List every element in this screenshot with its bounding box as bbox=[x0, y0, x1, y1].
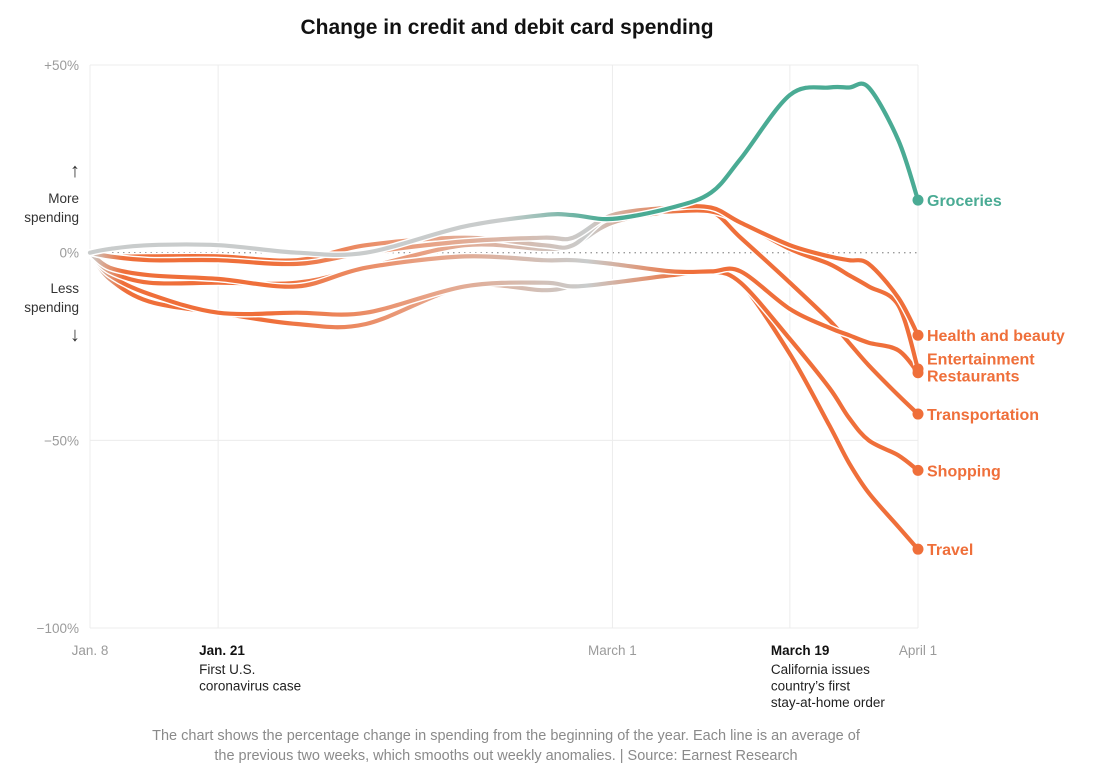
axis-layer: +50% 0% −50% −100% Jan. 8 Jan. 21 March 1 March… bbox=[37, 58, 938, 710]
series-end-label: Transportation bbox=[927, 407, 1039, 424]
series-line-restaurants bbox=[87, 250, 921, 375]
series-end-dot-travel bbox=[912, 543, 924, 555]
series-end-dot-shopping bbox=[912, 464, 924, 476]
series-end-dot-transportation bbox=[912, 408, 924, 420]
series-end-label: Shopping bbox=[927, 463, 1001, 480]
grid-layer bbox=[89, 64, 919, 629]
event-annotation: First U.S. bbox=[199, 662, 255, 677]
y-tick-label: 0% bbox=[59, 246, 79, 261]
event-annotation: country’s first bbox=[771, 679, 851, 694]
chart-title: Change in credit and debit card spending bbox=[300, 16, 714, 39]
chart-note-line-1: The chart shows the percentage change in… bbox=[152, 728, 860, 744]
series-casing-travel bbox=[86, 249, 922, 553]
series-end-label: Groceries bbox=[927, 193, 1002, 210]
series-line-health-and-beauty bbox=[87, 204, 921, 338]
chart-note: The chart shows the percentage change in… bbox=[130, 726, 882, 766]
series-line-travel bbox=[87, 250, 921, 552]
series-casing-health-and-beauty bbox=[86, 202, 922, 339]
series-end-dot-entertainment bbox=[912, 363, 924, 375]
more-spending-label-2: spending bbox=[24, 210, 79, 225]
series-casing-groceries bbox=[86, 80, 922, 259]
x-tick-label: March 1 bbox=[588, 643, 637, 658]
label-layer: Groceries Health and beauty EntertainmentR… bbox=[927, 193, 1065, 559]
chart-note-line-2: the previous two weeks, which smooths ou… bbox=[214, 748, 798, 764]
series-layer bbox=[86, 80, 924, 555]
series-line-groceries bbox=[87, 81, 921, 257]
y-tick-label: −100% bbox=[37, 621, 79, 636]
event-annotation: coronavirus case bbox=[199, 679, 301, 694]
series-end-label: Travel bbox=[927, 542, 973, 559]
series-end-label: Entertainment bbox=[927, 352, 1035, 369]
y-direction-legend: ↑ More spending Less spending ↓ bbox=[24, 160, 80, 346]
series-end-label: Health and beauty bbox=[927, 328, 1065, 345]
y-tick-label: +50% bbox=[44, 58, 79, 73]
up-arrow-icon: ↑ bbox=[70, 160, 80, 182]
series-end-dot-health-and-beauty bbox=[912, 329, 924, 341]
less-spending-label-2: spending bbox=[24, 300, 79, 315]
x-tick-label: April 1 bbox=[899, 643, 937, 658]
series-line-transportation bbox=[87, 206, 921, 417]
x-tick-label: Jan. 8 bbox=[72, 643, 109, 658]
more-spending-label-1: More bbox=[48, 191, 79, 206]
series-line-shopping bbox=[87, 250, 921, 473]
x-tick-label: March 19 bbox=[771, 643, 830, 658]
event-annotation: stay-at-home order bbox=[771, 695, 886, 710]
x-tick-label: Jan. 21 bbox=[199, 643, 245, 658]
series-end-label: Restaurants bbox=[927, 369, 1020, 386]
less-spending-label-1: Less bbox=[50, 281, 79, 296]
series-end-dot-groceries bbox=[912, 194, 924, 206]
down-arrow-icon: ↓ bbox=[70, 324, 80, 346]
event-annotation: California issues bbox=[771, 662, 870, 677]
y-tick-label: −50% bbox=[44, 433, 79, 448]
